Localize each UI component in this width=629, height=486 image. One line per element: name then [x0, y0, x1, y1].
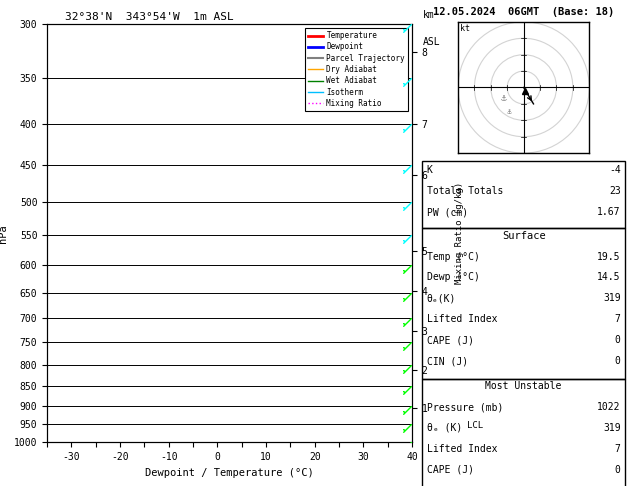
X-axis label: Dewpoint / Temperature (°C): Dewpoint / Temperature (°C): [145, 468, 314, 478]
Text: θₑ (K): θₑ (K): [426, 423, 462, 433]
Bar: [423, 379, 625, 486]
Text: 0: 0: [615, 465, 621, 475]
Text: ⚓: ⚓: [501, 93, 506, 103]
Text: 1022: 1022: [597, 402, 621, 412]
Text: Pressure (mb): Pressure (mb): [426, 402, 503, 412]
Text: 7: 7: [615, 314, 621, 324]
Text: CIN (J): CIN (J): [426, 356, 468, 366]
Text: Surface: Surface: [502, 231, 545, 241]
Text: km: km: [423, 10, 435, 20]
Text: 12.05.2024  06GMT  (Base: 18): 12.05.2024 06GMT (Base: 18): [433, 7, 615, 17]
Text: 14.5: 14.5: [597, 273, 621, 282]
Text: -4: -4: [609, 165, 621, 175]
Text: θₑ(K): θₑ(K): [426, 294, 456, 303]
Text: ⚓: ⚓: [507, 107, 512, 116]
Text: LCL: LCL: [467, 421, 483, 430]
Text: ASL: ASL: [423, 37, 440, 47]
Text: Dewp (°C): Dewp (°C): [426, 273, 479, 282]
Text: 23: 23: [609, 186, 621, 196]
Text: 1.67: 1.67: [597, 207, 621, 217]
Text: K: K: [426, 165, 433, 175]
Text: Totals Totals: Totals Totals: [426, 186, 503, 196]
Text: Lifted Index: Lifted Index: [426, 314, 497, 324]
Text: 32°38'N  343°54'W  1m ASL: 32°38'N 343°54'W 1m ASL: [65, 12, 234, 22]
Text: 19.5: 19.5: [597, 252, 621, 261]
Text: CAPE (J): CAPE (J): [426, 335, 474, 345]
Text: Most Unstable: Most Unstable: [486, 381, 562, 391]
Text: kt: kt: [460, 23, 470, 33]
Text: Lifted Index: Lifted Index: [426, 444, 497, 454]
Text: 319: 319: [603, 423, 621, 433]
Text: 0: 0: [615, 356, 621, 366]
Y-axis label: hPa: hPa: [0, 224, 8, 243]
Text: CAPE (J): CAPE (J): [426, 465, 474, 475]
Text: 319: 319: [603, 294, 621, 303]
Text: Mixing Ratio (g/kg): Mixing Ratio (g/kg): [455, 182, 464, 284]
Bar: [423, 161, 625, 228]
Legend: Temperature, Dewpoint, Parcel Trajectory, Dry Adiabat, Wet Adiabat, Isotherm, Mi: Temperature, Dewpoint, Parcel Trajectory…: [305, 28, 408, 111]
Text: Temp (°C): Temp (°C): [426, 252, 479, 261]
Text: PW (cm): PW (cm): [426, 207, 468, 217]
Bar: [423, 228, 625, 379]
Text: 0: 0: [615, 335, 621, 345]
Text: 7: 7: [615, 444, 621, 454]
